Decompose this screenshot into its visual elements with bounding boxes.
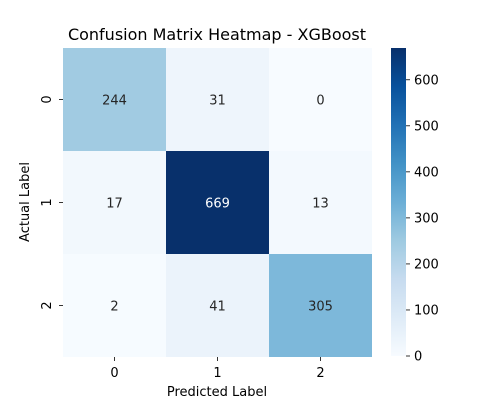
heatmap-cell	[166, 48, 269, 151]
cell-value-label: 17	[106, 197, 123, 212]
heatmap-cell	[63, 254, 166, 357]
cell-value-label: 669	[205, 197, 230, 212]
colorbar	[391, 48, 406, 356]
heatmap-cell	[63, 151, 166, 254]
heatmap-cell	[269, 254, 372, 357]
x-tick-label: 2	[316, 366, 324, 381]
heatmap-cell	[63, 48, 166, 151]
heatmap-cell	[269, 48, 372, 151]
heatmap-cell	[166, 254, 269, 357]
y-tick-label: 2	[40, 301, 55, 309]
y-axis-label: Actual Label	[18, 162, 33, 242]
x-axis: 0 1 2	[110, 357, 325, 381]
cell-value-label: 0	[316, 94, 324, 109]
cell-value-label: 2	[110, 300, 118, 315]
y-tick-label: 1	[40, 198, 55, 206]
y-axis: 0 1 2	[40, 95, 63, 310]
x-tick-label: 0	[110, 366, 118, 381]
colorbar-tick-label: 0	[414, 350, 422, 365]
cell-value-label: 13	[312, 197, 329, 212]
colorbar-tick-label: 500	[414, 119, 439, 134]
y-tick-label: 0	[40, 95, 55, 103]
chart-title: Confusion Matrix Heatmap - XGBoost	[68, 25, 366, 44]
colorbar-axis: 0 100 200 300 400 500 600	[406, 73, 439, 365]
cell-value-label: 31	[209, 94, 226, 109]
colorbar-tick-label: 100	[414, 303, 439, 318]
heatmap-cell	[269, 151, 372, 254]
heatmap-cells: 244 31 0 17 669 13 2 41 305	[63, 48, 372, 357]
colorbar-tick-label: 400	[414, 165, 439, 180]
colorbar-tick-label: 600	[414, 73, 439, 88]
cell-value-label: 305	[308, 300, 333, 315]
x-axis-label: Predicted Label	[167, 385, 267, 400]
heatmap-cell	[166, 151, 269, 254]
x-tick-label: 1	[213, 366, 221, 381]
cell-value-label: 41	[209, 300, 226, 315]
colorbar-tick-label: 300	[414, 211, 439, 226]
cell-value-label: 244	[102, 94, 127, 109]
colorbar-tick-label: 200	[414, 257, 439, 272]
